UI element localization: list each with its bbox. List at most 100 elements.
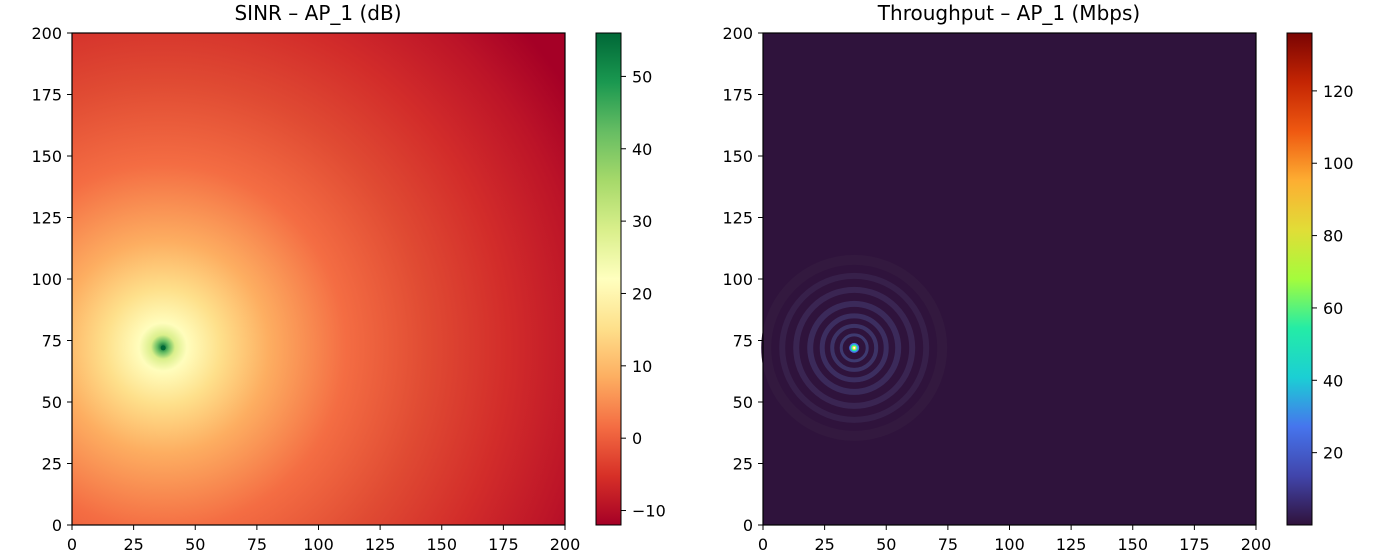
y-tick: 0 (52, 516, 72, 535)
y-tick: 100 (31, 270, 72, 289)
y-tick: 0 (743, 516, 763, 535)
colorbar-tick-label: 0 (632, 429, 642, 448)
x-tick: 200 (550, 525, 581, 554)
x-tick-label: 175 (1179, 535, 1210, 554)
colorbar-tick: 80 (1312, 227, 1343, 246)
y-tick: 125 (31, 209, 72, 228)
x-tick-label: 150 (1117, 535, 1148, 554)
x-tick: 175 (1179, 525, 1210, 554)
x-tick-label: 0 (67, 535, 77, 554)
y-tick: 75 (733, 332, 763, 351)
x-tick: 50 (185, 525, 205, 554)
y-tick-label: 25 (733, 455, 753, 474)
x-tick: 175 (488, 525, 519, 554)
colorbar-tick-label: 20 (632, 284, 652, 303)
y-tick-label: 150 (31, 147, 62, 166)
x-tick-label: 125 (365, 535, 396, 554)
colorbar-tick: −10 (621, 502, 666, 521)
y-tick-label: 150 (722, 147, 753, 166)
y-tick-label: 175 (31, 86, 62, 105)
colorbar-tick-label: 60 (1323, 299, 1343, 318)
x-tick: 75 (938, 525, 958, 554)
x-tick-label: 150 (426, 535, 457, 554)
colorbar-tick: 60 (1312, 299, 1343, 318)
x-tick-label: 50 (876, 535, 896, 554)
sinr-colorbar-gradient (595, 32, 622, 526)
x-tick: 150 (1117, 525, 1148, 554)
colorbar-tick: 40 (621, 140, 652, 159)
colorbar-tick-label: 50 (632, 67, 652, 86)
x-tick-label: 75 (938, 535, 958, 554)
y-tick: 25 (42, 455, 72, 474)
throughput-ring (830, 323, 879, 372)
y-tick: 50 (42, 393, 72, 412)
sinr-x-axis: 0 25 50 75 100 125 150 175 200 (67, 525, 580, 554)
throughput-colorbar: 20 40 60 80 100 120 (1286, 32, 1354, 526)
x-tick: 100 (994, 525, 1025, 554)
sinr-heatmap (72, 33, 565, 525)
colorbar-tick: 10 (621, 357, 652, 376)
colorbar-tick-label: 120 (1323, 82, 1354, 101)
sinr-hotspot (160, 345, 166, 351)
sinr-panel: SINR – AP_1 (dB) 0 25 50 75 100 125 150 … (31, 1, 665, 554)
colorbar-tick: 20 (1312, 444, 1343, 463)
colorbar-tick-label: 30 (632, 212, 652, 231)
x-tick: 25 (123, 525, 144, 554)
sinr-y-axis: 0 25 50 75 100 125 150 175 200 (31, 24, 72, 535)
colorbar-tick-label: 40 (632, 140, 652, 159)
x-tick: 125 (1056, 525, 1087, 554)
throughput-ring (807, 300, 902, 395)
colorbar-tick: 20 (621, 284, 652, 303)
y-tick-label: 0 (743, 516, 753, 535)
colorbar-tick: 40 (1312, 371, 1343, 390)
x-tick-label: 75 (247, 535, 267, 554)
y-tick-label: 100 (31, 270, 62, 289)
colorbar-tick-label: 40 (1323, 371, 1343, 390)
y-tick-label: 200 (722, 24, 753, 43)
y-tick-label: 125 (722, 209, 753, 228)
y-tick: 175 (31, 86, 72, 105)
colorbar-tick-label: 20 (1323, 444, 1343, 463)
throughput-y-axis: 0 25 50 75 100 125 150 175 200 (722, 24, 763, 535)
x-tick-label: 125 (1056, 535, 1087, 554)
y-tick-label: 125 (31, 209, 62, 228)
x-tick: 150 (426, 525, 457, 554)
y-tick-label: 175 (722, 86, 753, 105)
y-tick: 25 (733, 455, 763, 474)
colorbar-tick: 120 (1312, 82, 1354, 101)
throughput-ring (793, 286, 916, 409)
y-tick-label: 0 (52, 516, 62, 535)
x-tick: 125 (365, 525, 396, 554)
x-tick-label: 25 (123, 535, 143, 554)
x-tick-label: 25 (814, 535, 834, 554)
x-tick-label: 175 (488, 535, 519, 554)
colorbar-tick: 50 (621, 67, 652, 86)
throughput-title: Throughput – AP_1 (Mbps) (877, 1, 1140, 25)
x-tick: 0 (67, 525, 77, 554)
sinr-title: SINR – AP_1 (dB) (234, 1, 401, 25)
throughput-colorbar-gradient (1286, 32, 1313, 526)
x-tick-label: 100 (303, 535, 334, 554)
x-tick-label: 200 (550, 535, 581, 554)
throughput-hotspot (853, 346, 856, 349)
throughput-ring (839, 333, 869, 363)
x-tick: 100 (303, 525, 334, 554)
throughput-ring (819, 313, 889, 383)
y-tick-label: 50 (733, 393, 753, 412)
x-tick: 75 (247, 525, 267, 554)
x-tick: 50 (876, 525, 896, 554)
colorbar-tick-label: −10 (632, 502, 666, 521)
colorbar-tick: 100 (1312, 154, 1354, 173)
y-tick: 200 (722, 24, 763, 43)
throughput-ring-pattern (761, 254, 948, 441)
sinr-colorbar: −10 0 10 20 30 40 50 (595, 32, 666, 526)
y-tick: 100 (722, 270, 763, 289)
y-tick: 50 (733, 393, 763, 412)
throughput-x-axis: 0 25 50 75 100 125 150 175 200 (758, 525, 1271, 554)
throughput-ring (761, 254, 948, 441)
x-tick: 0 (758, 525, 768, 554)
y-tick: 200 (31, 24, 72, 43)
colorbar-tick: 30 (621, 212, 652, 231)
colorbar-tick-label: 80 (1323, 227, 1343, 246)
